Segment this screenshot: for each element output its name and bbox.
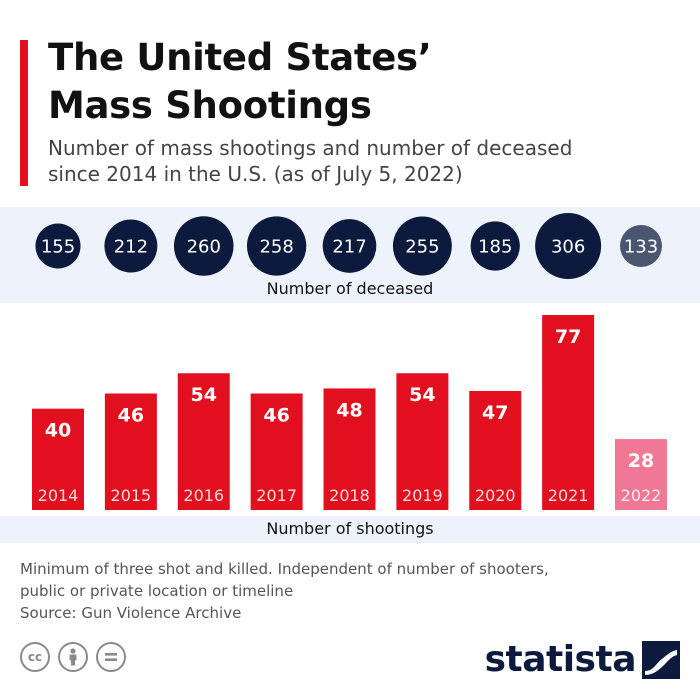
year-tick-label: 2018 <box>329 486 370 505</box>
statista-logo-icon <box>642 641 680 679</box>
shooting-bar <box>250 393 303 510</box>
subtitle-line-2: since 2014 in the U.S. (as of July 5, 20… <box>48 162 463 186</box>
shooting-bar <box>469 390 522 510</box>
year-tick-label: 2019 <box>402 486 443 505</box>
shooting-bar <box>32 408 84 510</box>
title-line-1: The United States’ <box>48 36 432 79</box>
person-glyph <box>69 648 77 666</box>
shooting-value: 40 <box>45 420 71 442</box>
shooting-value: 77 <box>555 326 581 348</box>
deceased-value: 306 <box>551 237 585 258</box>
page-title: The United States’ Mass Shootings <box>48 34 432 130</box>
deceased-circle <box>104 219 158 273</box>
shooting-value: 48 <box>336 399 362 421</box>
shooting-bar <box>396 373 449 510</box>
no-derivatives-icon[interactable] <box>96 642 126 672</box>
deceased-circle <box>392 216 452 276</box>
shooting-value: 46 <box>118 405 144 427</box>
subtitle-line-1: Number of mass shootings and number of d… <box>48 136 573 160</box>
year-tick-label: 2014 <box>38 486 79 505</box>
year-tick-label: 2020 <box>475 486 516 505</box>
footnote: Minimum of three shot and killed. Indepe… <box>20 558 680 624</box>
deceased-circle <box>173 216 234 276</box>
deceased-value: 217 <box>332 237 366 258</box>
deceased-value: 255 <box>405 237 439 258</box>
footnote-line-2: public or private location or timeline <box>20 582 294 600</box>
shooting-bar <box>323 388 376 510</box>
deceased-circle <box>535 213 602 279</box>
deceased-label: Number of deceased <box>266 279 434 298</box>
deceased-circle <box>35 223 81 269</box>
subtitle: Number of mass shootings and number of d… <box>48 135 688 187</box>
deceased-value: 133 <box>624 237 658 258</box>
deceased-circle <box>246 216 307 276</box>
shooting-bar <box>104 393 157 510</box>
deceased-value: 155 <box>41 237 75 258</box>
deceased-value: 258 <box>259 237 293 258</box>
bar-chart: 155 40 2014 212 46 2015 260 54 2016 258 46 2017 217 4… <box>32 213 667 510</box>
equals-glyph <box>105 653 117 661</box>
title-line-2: Mass Shootings <box>48 84 372 127</box>
shooting-value: 54 <box>191 384 217 406</box>
shootings-band <box>0 516 700 543</box>
footnote-line-1: Minimum of three shot and killed. Indepe… <box>20 560 549 578</box>
year-tick-label: 2022 <box>621 486 662 505</box>
shooting-value: 28 <box>628 450 654 472</box>
shooting-value: 47 <box>482 402 508 424</box>
statista-brand[interactable]: statista <box>485 640 680 680</box>
year-tick-label: 2017 <box>256 486 297 505</box>
brand-name: statista <box>484 639 637 680</box>
deceased-value: 212 <box>114 237 148 258</box>
deceased-circle <box>620 225 662 267</box>
year-tick-label: 2016 <box>183 486 224 505</box>
title-accent-bar <box>20 40 28 186</box>
shooting-bar <box>177 373 230 510</box>
deceased-circle <box>470 221 520 271</box>
shooting-bar <box>542 315 595 510</box>
deceased-circle <box>322 219 377 273</box>
shooting-bar <box>615 439 667 510</box>
shootings-label: Number of shootings <box>266 519 434 538</box>
attribution-icon[interactable] <box>58 642 88 672</box>
shooting-value: 54 <box>409 384 435 406</box>
source-text: Source: Gun Violence Archive <box>20 604 242 622</box>
cc-icon[interactable]: cc <box>20 642 50 672</box>
shooting-value: 46 <box>263 405 289 427</box>
deceased-value: 185 <box>478 237 512 258</box>
license-icons: cc <box>20 642 126 672</box>
year-tick-label: 2021 <box>548 486 589 505</box>
year-tick-label: 2015 <box>111 486 152 505</box>
deceased-value: 260 <box>187 237 221 258</box>
